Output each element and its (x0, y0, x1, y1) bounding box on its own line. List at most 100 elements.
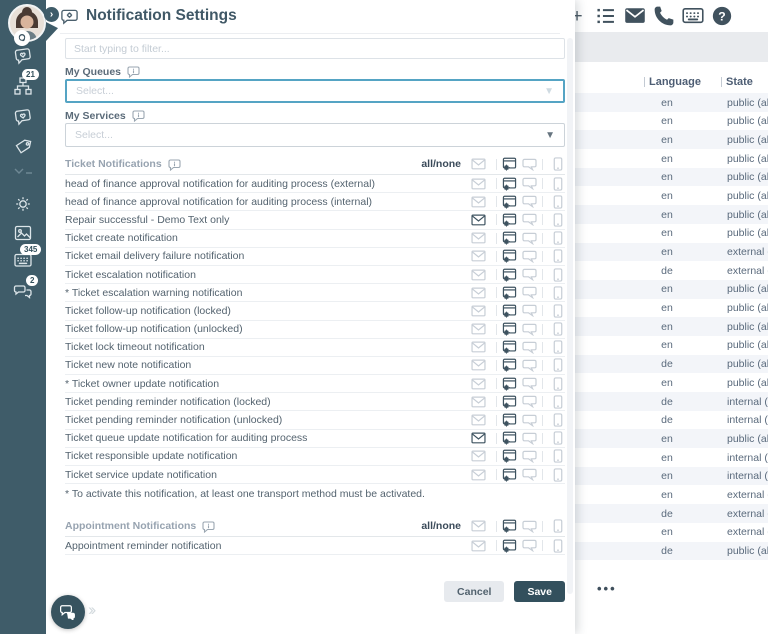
all-none-toggle[interactable]: all/none (421, 520, 461, 533)
webview-transport-toggle[interactable] (502, 157, 517, 171)
table-row[interactable]: en public (all) (575, 429, 768, 449)
table-row[interactable]: en public (all) (575, 317, 768, 336)
help-icon[interactable]: ? (711, 5, 733, 27)
chat-transport-toggle[interactable] (522, 341, 537, 354)
email-transport-toggle[interactable] (471, 232, 486, 244)
webview-transport-toggle[interactable] (502, 449, 517, 464)
mobile-transport-toggle[interactable] (553, 449, 563, 464)
webview-transport-toggle[interactable] (502, 358, 517, 373)
chat-transport-toggle[interactable] (522, 232, 537, 245)
email-transport-toggle[interactable] (471, 287, 486, 299)
table-row[interactable]: en internal (a (575, 448, 768, 467)
chat-transport-toggle[interactable] (522, 195, 537, 209)
organizer-collapse-control[interactable] (13, 162, 33, 182)
mobile-transport-toggle[interactable] (553, 467, 563, 482)
webview-transport-toggle[interactable] (502, 340, 517, 354)
column-header-state[interactable]: State (721, 76, 753, 88)
table-row[interactable]: en public (all) (575, 186, 768, 205)
table-row[interactable]: en public (all) (575, 130, 768, 150)
chat-transport-toggle[interactable] (522, 359, 537, 372)
panel-expand-chevrons[interactable]: ›› (88, 600, 97, 619)
chat-transport-toggle[interactable] (522, 304, 537, 318)
mobile-transport-toggle[interactable] (553, 519, 563, 533)
table-row[interactable]: en public (all) (575, 205, 768, 224)
sidebar-item-tags[interactable] (13, 136, 33, 156)
table-row[interactable]: de internal (a (575, 392, 768, 411)
info-tooltip-icon[interactable] (168, 158, 181, 172)
webview-transport-toggle[interactable] (502, 322, 517, 336)
mobile-transport-toggle[interactable] (553, 231, 563, 245)
email-transport-toggle[interactable] (471, 269, 486, 281)
all-none-toggle[interactable]: all/none (421, 158, 461, 170)
email-transport-toggle[interactable] (471, 396, 486, 408)
table-row[interactable]: en public (all) (575, 224, 768, 243)
cancel-button[interactable]: Cancel (444, 581, 505, 602)
webview-transport-toggle[interactable] (502, 286, 517, 300)
email-transport-toggle[interactable] (471, 250, 486, 262)
panel-scrollbar[interactable] (567, 38, 573, 594)
email-transport-toggle[interactable] (471, 520, 486, 532)
chat-transport-toggle[interactable] (522, 323, 537, 336)
info-tooltip-icon[interactable] (202, 520, 215, 534)
table-row[interactable]: en external (c (575, 485, 768, 504)
email-transport-toggle[interactable] (471, 378, 486, 390)
chat-transport-toggle[interactable] (522, 213, 537, 227)
webview-transport-toggle[interactable] (502, 231, 517, 245)
keyboard-icon[interactable] (682, 5, 704, 27)
phone-icon[interactable] (653, 5, 675, 27)
email-transport-toggle[interactable] (471, 341, 486, 353)
sidebar-item-chat[interactable] (13, 281, 33, 301)
webview-transport-toggle[interactable] (502, 468, 517, 482)
table-row[interactable]: de internal (a (575, 411, 768, 430)
email-transport-toggle[interactable] (471, 214, 486, 226)
avatar-expand-button[interactable]: › (44, 7, 59, 22)
webview-transport-toggle[interactable] (502, 539, 517, 553)
mobile-transport-toggle[interactable] (553, 195, 563, 209)
column-header-language[interactable]: Language (644, 76, 701, 88)
table-row[interactable]: en public (all) (575, 112, 768, 131)
table-row[interactable]: de public (all) (575, 354, 768, 374)
table-row[interactable]: en public (all) (575, 93, 768, 112)
email-transport-toggle[interactable] (471, 196, 486, 208)
table-row[interactable]: de external (c (575, 261, 768, 280)
chat-transport-toggle[interactable] (522, 450, 537, 463)
chat-transport-toggle[interactable] (522, 286, 537, 300)
chat-transport-toggle[interactable] (522, 432, 537, 445)
sidebar-item-overview[interactable] (13, 46, 33, 66)
email-transport-toggle[interactable] (471, 540, 486, 552)
mobile-transport-toggle[interactable] (553, 249, 563, 264)
webview-transport-toggle[interactable] (502, 413, 517, 427)
my-queues-select[interactable]: Select... ▼ (65, 79, 565, 103)
mobile-transport-toggle[interactable] (553, 358, 563, 373)
webview-transport-toggle[interactable] (502, 213, 517, 227)
mobile-transport-toggle[interactable] (553, 304, 563, 318)
availability-status-badge[interactable] (14, 30, 30, 46)
webview-transport-toggle[interactable] (502, 268, 517, 282)
chat-transport-toggle[interactable] (522, 377, 537, 391)
table-row[interactable]: en external (c (575, 242, 768, 262)
chat-transport-toggle[interactable] (522, 158, 537, 171)
mobile-transport-toggle[interactable] (553, 176, 563, 191)
email-transport-toggle[interactable] (471, 450, 486, 462)
email-transport-toggle[interactable] (471, 359, 486, 371)
chat-transport-toggle[interactable] (522, 177, 537, 191)
chat-launcher-button[interactable] (51, 595, 85, 629)
webview-transport-toggle[interactable] (502, 249, 517, 263)
email-transport-toggle[interactable] (471, 178, 486, 190)
webview-transport-toggle[interactable] (502, 177, 517, 191)
sidebar-item-settings[interactable] (13, 194, 33, 214)
chat-transport-toggle[interactable] (522, 414, 537, 427)
list-icon[interactable] (595, 5, 617, 27)
email-transport-toggle[interactable] (471, 323, 486, 335)
filter-input[interactable] (65, 38, 565, 59)
mobile-transport-toggle[interactable] (553, 157, 563, 171)
table-row[interactable]: en public (all) (575, 167, 768, 187)
email-transport-toggle[interactable] (471, 305, 486, 317)
webview-transport-toggle[interactable] (502, 395, 517, 409)
mobile-transport-toggle[interactable] (553, 213, 563, 227)
table-row[interactable]: en external (c (575, 523, 768, 542)
table-row[interactable]: en public (all) (575, 279, 768, 299)
email-transport-toggle[interactable] (471, 469, 486, 481)
email-transport-toggle[interactable] (471, 414, 486, 426)
table-more-button[interactable]: ••• (597, 581, 617, 596)
